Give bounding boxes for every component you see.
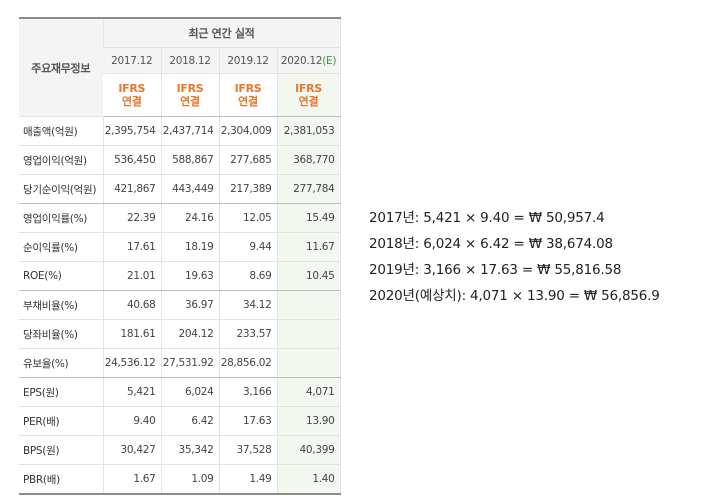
cell-value: 24.16	[160, 203, 219, 233]
cell-value: 27,531.92	[160, 348, 219, 378]
cell-value: 2,304,009	[218, 116, 277, 146]
cell-value: 24,536.12	[102, 348, 161, 378]
cell-value: 9.40	[102, 406, 161, 436]
row-label: 유보율(%)	[19, 348, 103, 378]
cell-value: 233.57	[218, 319, 277, 349]
cell-value-estimate: 40,399	[276, 435, 341, 465]
calculation-line: 2018년: 6,024 × 6.42 = ₩ 38,674.08	[369, 236, 613, 252]
cell-value: 1.09	[160, 464, 219, 495]
cell-value: 17.61	[102, 232, 161, 262]
table-row: PER(배) 9.40 6.42 17.63 13.90	[19, 406, 341, 436]
period-year: 2019.12	[218, 47, 277, 74]
calculation-line: 2019년: 3,166 × 17.63 = ₩ 55,816.58	[369, 262, 622, 278]
cell-value-estimate: 2,381,053	[276, 116, 341, 146]
price-calculation-notes: 2017년: 5,421 × 9.40 = ₩ 50,957.4 2018년: …	[369, 205, 660, 309]
cell-value: 34.12	[218, 290, 277, 320]
cell-value: 443,449	[160, 174, 219, 204]
period-year: 2017.12	[103, 47, 161, 74]
cell-value-estimate: 10.45	[276, 261, 341, 291]
cell-value: 21.01	[102, 261, 161, 291]
header-group: 최근 연간 실적	[102, 17, 341, 48]
cell-value-estimate	[276, 348, 341, 378]
table-row: 영업이익(억원) 536,450 588,867 277,685 368,770	[19, 145, 341, 175]
cell-value: 1.49	[218, 464, 277, 495]
cell-value: 3,166	[218, 377, 277, 407]
table-row: 매출액(억원) 2,395,754 2,437,714 2,304,009 2,…	[19, 116, 341, 146]
cell-value-estimate	[276, 319, 341, 349]
cell-value: 1.67	[102, 464, 161, 495]
cell-value: 22.39	[102, 203, 161, 233]
table-row: 영업이익률(%) 22.39 24.16 12.05 15.49	[19, 203, 341, 233]
cell-value: 6,024	[160, 377, 219, 407]
cell-value: 421,867	[102, 174, 161, 204]
row-label: 당기순이익(억원)	[19, 174, 103, 204]
row-label: ROE(%)	[19, 261, 103, 291]
cell-value: 35,342	[160, 435, 219, 465]
table-row: 순이익률(%) 17.61 18.19 9.44 11.67	[19, 232, 341, 262]
row-label: EPS(원)	[19, 377, 103, 407]
accounting-basis: IFRS 연결	[160, 73, 219, 117]
cell-value: 40.68	[102, 290, 161, 320]
row-label: 영업이익률(%)	[19, 203, 103, 233]
row-label: 부채비율(%)	[19, 290, 103, 320]
calculation-line: 2020년(예상치): 4,071 × 13.90 = ₩ 56,856.9	[369, 288, 660, 304]
row-label: PBR(배)	[19, 464, 103, 495]
cell-value: 17.63	[218, 406, 277, 436]
period-year-estimate: 2020.12(E)	[276, 47, 341, 74]
table-row: 부채비율(%) 40.68 36.97 34.12	[19, 290, 341, 320]
table-row: 유보율(%) 24,536.12 27,531.92 28,856.02	[19, 348, 341, 378]
row-label: 순이익률(%)	[19, 232, 103, 262]
table-row: EPS(원) 5,421 6,024 3,166 4,071	[19, 377, 341, 407]
accounting-basis: IFRS 연결	[103, 73, 161, 117]
cell-value-estimate: 368,770	[276, 145, 341, 175]
cell-value-estimate: 15.49	[276, 203, 341, 233]
header-label: 주요재무정보	[19, 17, 103, 117]
cell-value-estimate: 4,071	[276, 377, 341, 407]
table-row: ROE(%) 21.01 19.63 8.69 10.45	[19, 261, 341, 291]
row-label: 영업이익(억원)	[19, 145, 103, 175]
cell-value: 9.44	[218, 232, 277, 262]
table-row: BPS(원) 30,427 35,342 37,528 40,399	[19, 435, 341, 465]
accounting-basis: IFRS 연결	[218, 73, 277, 117]
table-row: 당기순이익(억원) 421,867 443,449 217,389 277,78…	[19, 174, 341, 204]
period-year: 2018.12	[160, 47, 219, 74]
cell-value: 204.12	[160, 319, 219, 349]
row-label: 당좌비율(%)	[19, 319, 103, 349]
table-row: PBR(배) 1.67 1.09 1.49 1.40	[19, 464, 341, 495]
cell-value: 37,528	[218, 435, 277, 465]
table-row: 당좌비율(%) 181.61 204.12 233.57	[19, 319, 341, 349]
cell-value: 28,856.02	[218, 348, 277, 378]
row-label: PER(배)	[19, 406, 103, 436]
cell-value: 217,389	[218, 174, 277, 204]
financial-summary-table: 주요재무정보 최근 연간 실적 2017.12 2018.12 2019.12 …	[19, 17, 341, 495]
cell-value: 2,437,714	[160, 116, 219, 146]
cell-value: 36.97	[160, 290, 219, 320]
cell-value: 5,421	[102, 377, 161, 407]
cell-value: 277,685	[218, 145, 277, 175]
cell-value: 12.05	[218, 203, 277, 233]
cell-value-estimate: 1.40	[276, 464, 341, 495]
row-label: BPS(원)	[19, 435, 103, 465]
cell-value-estimate: 277,784	[276, 174, 341, 204]
calculation-line: 2017년: 5,421 × 9.40 = ₩ 50,957.4	[369, 210, 605, 226]
cell-value: 6.42	[160, 406, 219, 436]
accounting-basis: IFRS 연결	[276, 73, 341, 117]
cell-value: 18.19	[160, 232, 219, 262]
cell-value: 181.61	[102, 319, 161, 349]
cell-value-estimate: 11.67	[276, 232, 341, 262]
cell-value: 2,395,754	[102, 116, 161, 146]
cell-value: 19.63	[160, 261, 219, 291]
row-label: 매출액(억원)	[19, 116, 103, 146]
cell-value-estimate	[276, 290, 341, 320]
cell-value: 536,450	[102, 145, 161, 175]
cell-value-estimate: 13.90	[276, 406, 341, 436]
cell-value: 8.69	[218, 261, 277, 291]
cell-value: 588,867	[160, 145, 219, 175]
cell-value: 30,427	[102, 435, 161, 465]
